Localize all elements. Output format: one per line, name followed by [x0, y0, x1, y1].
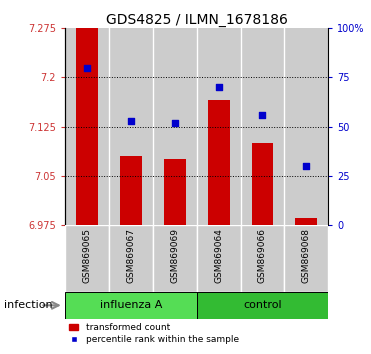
- Bar: [164, 159, 186, 225]
- Point: [128, 118, 134, 124]
- Bar: [252, 143, 273, 225]
- FancyBboxPatch shape: [285, 225, 328, 292]
- Bar: [109, 28, 153, 225]
- FancyBboxPatch shape: [109, 225, 153, 292]
- Text: GSM869069: GSM869069: [170, 228, 179, 283]
- FancyBboxPatch shape: [240, 225, 285, 292]
- Bar: [285, 28, 328, 225]
- Bar: [153, 28, 197, 225]
- FancyBboxPatch shape: [153, 225, 197, 292]
- Bar: [76, 28, 98, 225]
- Bar: [295, 218, 317, 225]
- Point: [84, 65, 90, 70]
- Text: control: control: [243, 300, 282, 310]
- Text: GSM869067: GSM869067: [126, 228, 135, 283]
- Text: GSM869065: GSM869065: [82, 228, 91, 283]
- Point: [172, 120, 178, 125]
- Title: GDS4825 / ILMN_1678186: GDS4825 / ILMN_1678186: [106, 13, 288, 27]
- Text: GSM869068: GSM869068: [302, 228, 311, 283]
- Text: infection: infection: [4, 300, 52, 310]
- Bar: [197, 28, 240, 225]
- FancyBboxPatch shape: [65, 225, 109, 292]
- Text: GSM869064: GSM869064: [214, 228, 223, 283]
- FancyBboxPatch shape: [197, 292, 328, 319]
- Bar: [65, 28, 109, 225]
- Point: [303, 163, 309, 169]
- FancyBboxPatch shape: [65, 292, 197, 319]
- Legend: transformed count, percentile rank within the sample: transformed count, percentile rank withi…: [69, 323, 239, 344]
- Text: GSM869066: GSM869066: [258, 228, 267, 283]
- Bar: [208, 101, 230, 225]
- Bar: [240, 28, 285, 225]
- Point: [259, 112, 265, 118]
- FancyBboxPatch shape: [197, 225, 240, 292]
- Point: [216, 84, 221, 90]
- Text: influenza A: influenza A: [99, 300, 162, 310]
- Bar: [120, 156, 142, 225]
